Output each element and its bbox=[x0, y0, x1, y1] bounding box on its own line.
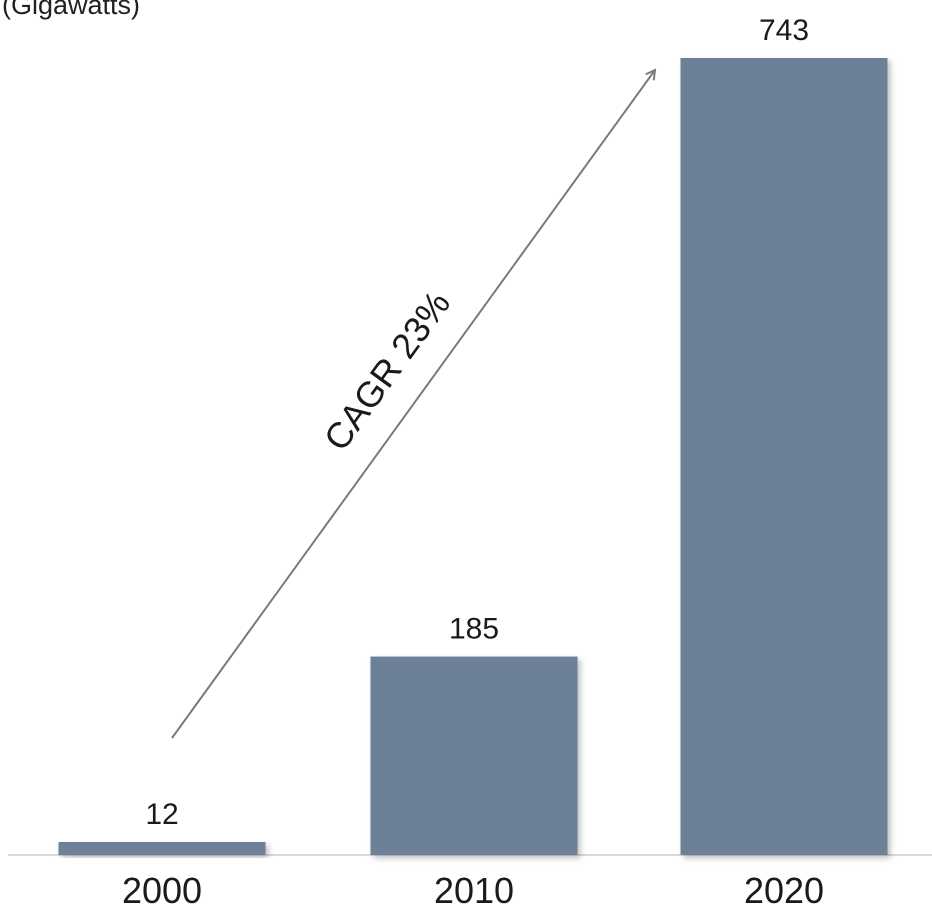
data-label-2000: 12 bbox=[145, 798, 178, 831]
data-label-2010: 185 bbox=[449, 613, 499, 646]
unit-label: (Gigawatts) bbox=[2, 0, 141, 20]
x-tick-label-2000: 2000 bbox=[122, 870, 202, 911]
bar-2010 bbox=[370, 656, 578, 855]
x-tick-label-2010: 2010 bbox=[434, 870, 514, 911]
bar-2020 bbox=[680, 58, 888, 855]
cagr-arrow bbox=[171, 70, 655, 739]
data-label-2020: 743 bbox=[759, 14, 809, 47]
bar-2000 bbox=[58, 842, 266, 855]
x-tick-label-2020: 2020 bbox=[744, 870, 824, 911]
